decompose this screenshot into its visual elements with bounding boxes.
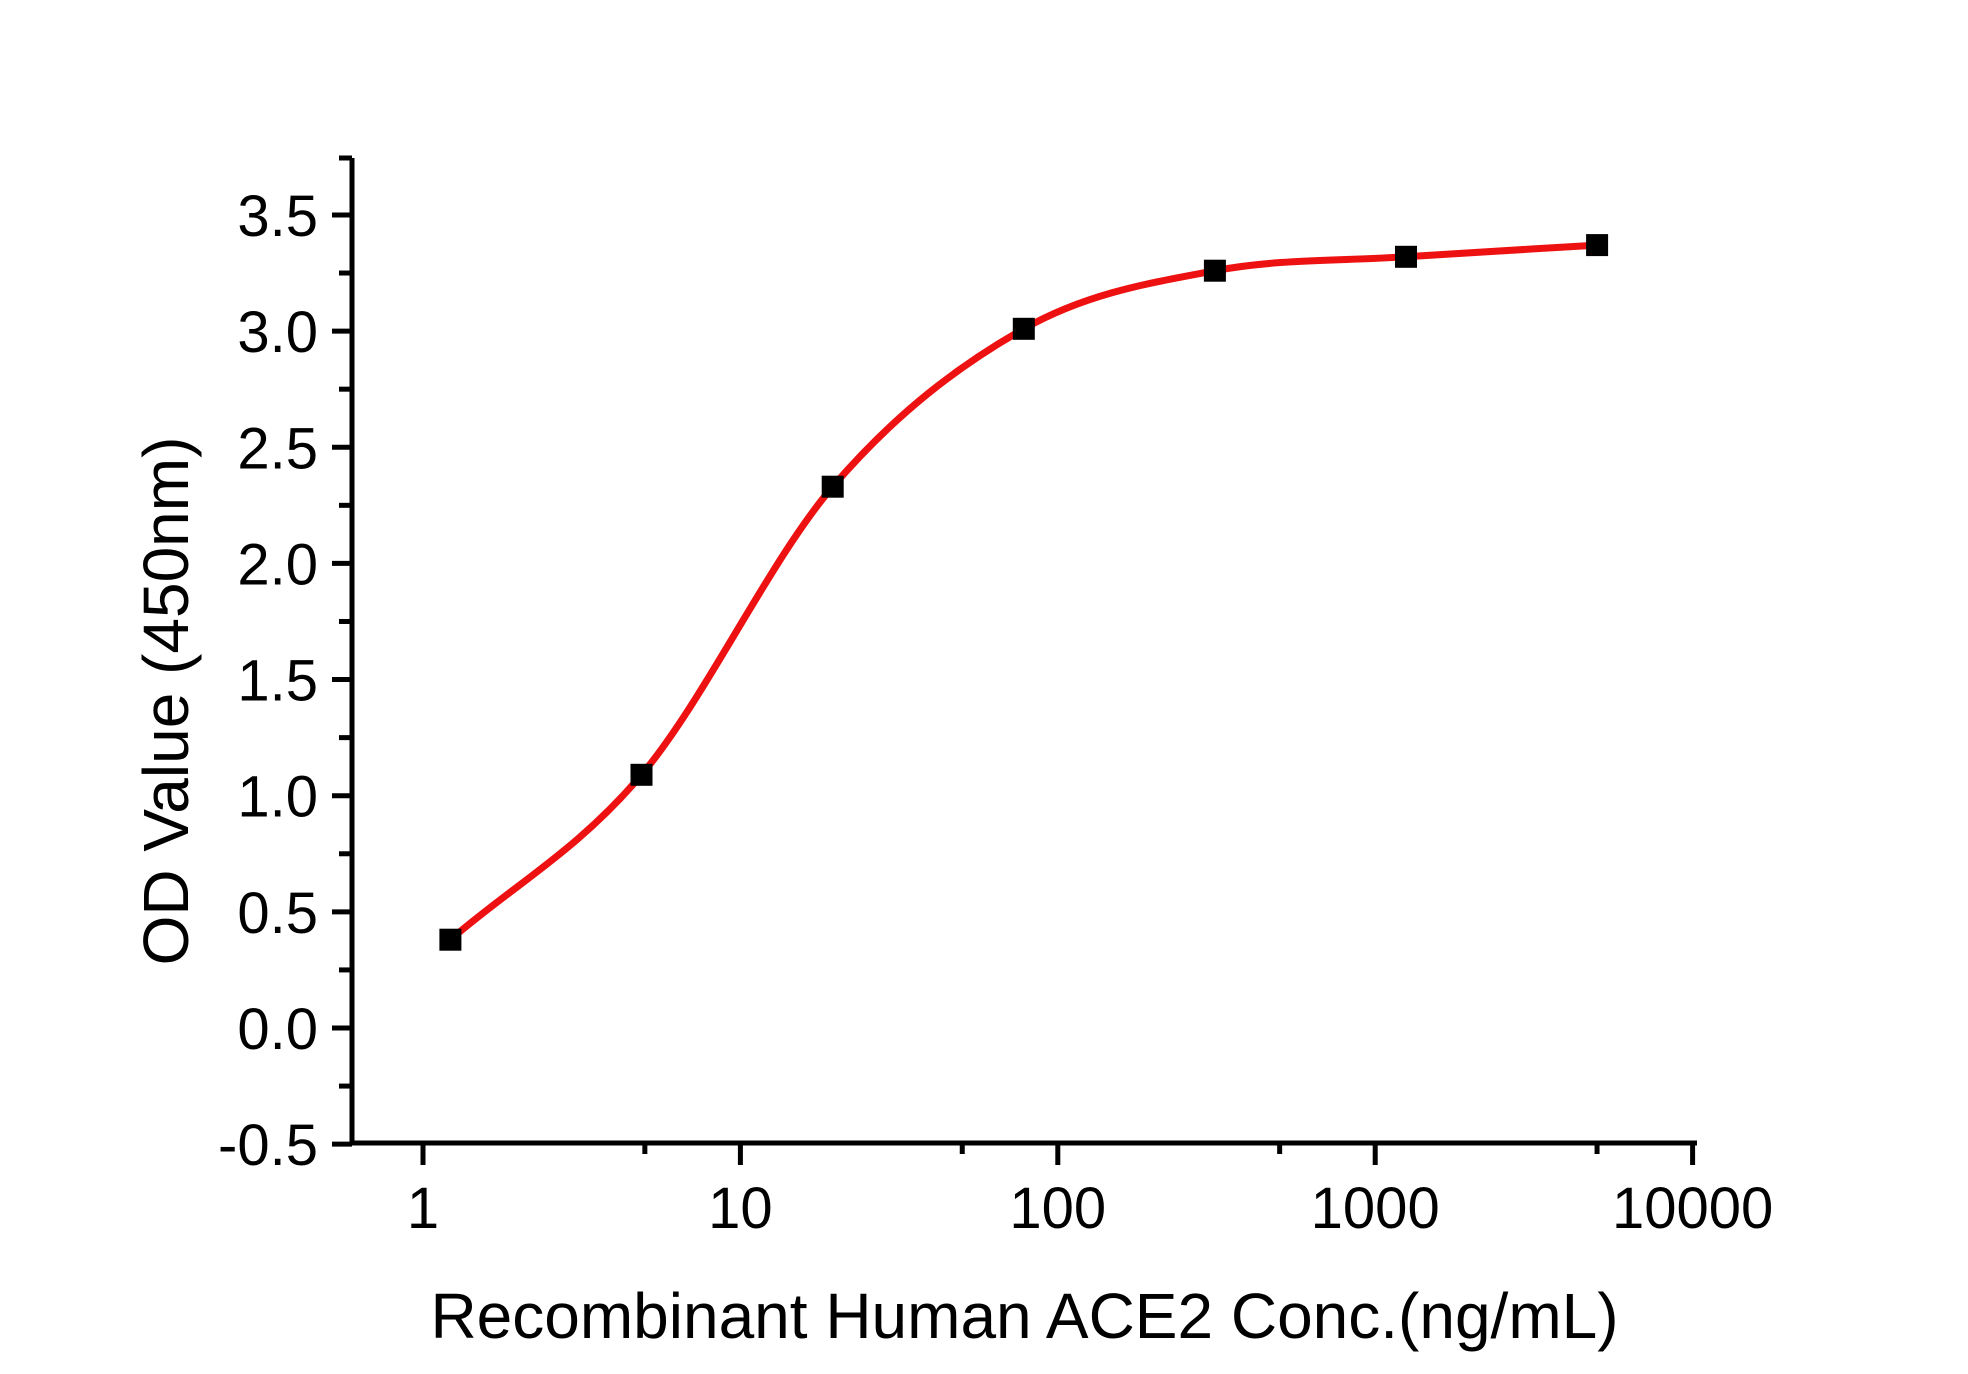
svg-text:0.5: 0.5 <box>237 881 318 946</box>
x-axis-title: Recombinant Human ACE2 Conc.(ng/mL) <box>430 1280 1619 1352</box>
data-points <box>439 234 1609 951</box>
svg-text:1: 1 <box>407 1176 439 1241</box>
svg-text:1.0: 1.0 <box>237 765 318 830</box>
svg-text:0.0: 0.0 <box>237 997 318 1062</box>
svg-text:2.0: 2.0 <box>237 532 318 597</box>
svg-text:10000: 10000 <box>1612 1176 1773 1241</box>
axes <box>332 155 1697 1165</box>
svg-text:3.0: 3.0 <box>237 300 318 365</box>
svg-text:1000: 1000 <box>1311 1176 1440 1241</box>
fit-curve <box>446 241 1601 944</box>
data-point-marker <box>1203 259 1226 282</box>
data-point-marker <box>630 763 653 786</box>
svg-text:100: 100 <box>1009 1176 1106 1241</box>
data-point-marker <box>1012 317 1035 340</box>
data-point-marker <box>821 475 844 498</box>
svg-text:1.5: 1.5 <box>237 649 318 714</box>
x-axis-ticks <box>420 1143 1696 1165</box>
y-axis-title: OD Value (450nm) <box>130 436 202 966</box>
data-point-marker <box>1586 234 1609 257</box>
x-axis-tick-labels: 1 10 100 1000 10000 <box>407 1176 1773 1241</box>
y-axis-tick-labels: 3.5 3.0 2.5 2.0 1.5 1.0 0.5 0.0 -0.5 <box>218 184 318 1178</box>
data-point-marker <box>1395 245 1417 268</box>
svg-text:-0.5: -0.5 <box>218 1113 318 1178</box>
y-axis-ticks <box>332 155 352 1147</box>
svg-text:2.5: 2.5 <box>237 416 318 481</box>
svg-text:3.5: 3.5 <box>237 184 318 249</box>
data-point-marker <box>439 928 462 951</box>
svg-text:10: 10 <box>708 1176 773 1241</box>
